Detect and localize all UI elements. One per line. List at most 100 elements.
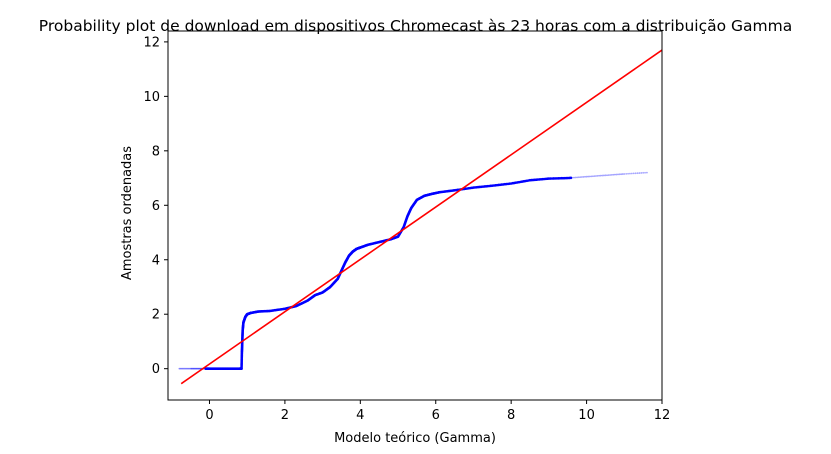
data-point (186, 367, 189, 370)
data-point (194, 367, 197, 370)
data-point (625, 172, 628, 175)
data-point (632, 172, 635, 175)
fit-line-group (180, 49, 663, 385)
data-point (197, 367, 200, 370)
data-point (580, 176, 583, 178)
data-point (646, 171, 648, 174)
data-point (629, 172, 631, 175)
data-point (618, 173, 621, 176)
x-tick-label: 10 (578, 408, 595, 423)
x-tick-label: 2 (281, 408, 289, 423)
y-tick-label: 12 (143, 35, 160, 50)
x-tick-label: 0 (205, 408, 213, 423)
data-point (593, 175, 596, 178)
data-point (576, 176, 579, 179)
data-point (640, 172, 643, 174)
data-point (636, 172, 639, 175)
data-points (178, 171, 648, 370)
data-point (192, 367, 195, 370)
data-point (181, 367, 184, 370)
data-point (612, 173, 615, 176)
data-point (194, 367, 196, 370)
y-tick-label: 2 (152, 308, 160, 323)
data-point (606, 174, 608, 177)
data-point (185, 367, 187, 370)
data-point (587, 175, 590, 178)
data-point (189, 367, 192, 370)
chart-title: Probability plot de download em disposit… (39, 17, 792, 35)
plot-area (178, 49, 663, 385)
data-point (577, 176, 580, 179)
data-point (197, 367, 200, 370)
data-point (621, 173, 624, 175)
y-tick-label: 4 (152, 253, 160, 268)
data-point (584, 175, 586, 178)
data-point (579, 176, 582, 179)
data-point (599, 174, 602, 177)
data-point (644, 171, 646, 174)
y-tick-label: 6 (152, 199, 160, 214)
y-axis-ticks: 0 2 4 6 8 10 12 (143, 35, 168, 377)
data-point (617, 173, 619, 176)
data-point (180, 367, 183, 370)
data-point (192, 367, 195, 370)
data-point (191, 367, 194, 370)
data-point (596, 174, 599, 177)
data-point (595, 175, 597, 177)
data-point (184, 367, 186, 370)
data-point (630, 172, 633, 175)
x-tick-label: 4 (356, 408, 364, 423)
data-point (196, 367, 198, 370)
data-point (604, 174, 607, 177)
x-tick-label: 8 (507, 408, 515, 423)
data-point (627, 172, 629, 175)
data-point (571, 176, 574, 179)
data-point (190, 367, 193, 370)
x-tick-label: 12 (654, 408, 671, 423)
y-axis-label: Amostras ordenadas (120, 146, 135, 280)
x-axis-ticks: 0 2 4 6 8 10 12 (205, 400, 670, 423)
x-tick-label: 6 (432, 408, 440, 423)
data-point (199, 367, 201, 370)
data-point (634, 172, 637, 175)
y-tick-label: 10 (143, 90, 160, 105)
data-point (198, 367, 201, 370)
data-point (615, 173, 618, 176)
y-tick-label: 0 (152, 362, 160, 377)
data-point (193, 367, 196, 370)
data-point (569, 176, 573, 180)
data-point (196, 367, 199, 370)
data-point (190, 367, 193, 370)
data-point (195, 367, 198, 370)
data-point (187, 367, 190, 370)
plot-frame (167, 30, 663, 401)
data-point (582, 176, 585, 178)
data-point (598, 174, 601, 177)
data-point (602, 174, 605, 177)
data-point (613, 173, 616, 176)
fit-line (180, 49, 663, 385)
data-point (591, 175, 594, 178)
data-point (610, 173, 613, 176)
data-point (183, 367, 185, 370)
data-point (638, 172, 641, 174)
data-point (573, 176, 575, 179)
data-point (607, 174, 610, 177)
data-point (588, 175, 591, 178)
data-point (585, 175, 588, 178)
y-tick-label: 8 (152, 144, 160, 159)
data-point (609, 174, 612, 176)
data-point (601, 174, 604, 177)
data-point (179, 367, 182, 370)
data-point (182, 367, 184, 370)
data-point (642, 171, 645, 174)
data-point (623, 173, 626, 175)
data-point (590, 175, 593, 178)
data-point (188, 367, 191, 370)
data-point (178, 367, 181, 370)
data-point (574, 176, 577, 179)
data-point (620, 173, 623, 176)
data-point (185, 367, 188, 370)
x-axis-label: Modelo teórico (Gamma) (334, 431, 496, 446)
